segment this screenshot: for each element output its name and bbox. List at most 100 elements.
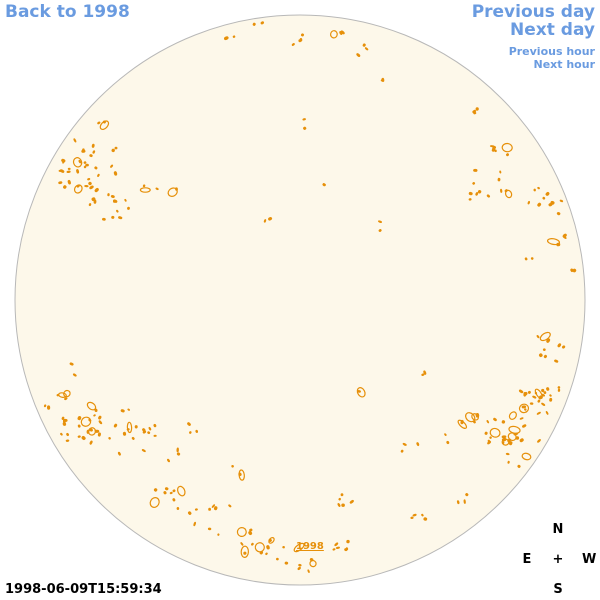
contour-mark <box>557 343 562 348</box>
contour-mark <box>66 170 71 174</box>
contour-mark <box>265 552 268 556</box>
contour-mark <box>240 542 244 546</box>
contour-mark <box>92 150 96 154</box>
contour-mark <box>268 538 272 542</box>
contour-mark <box>167 458 170 463</box>
contour-mark <box>94 408 98 412</box>
contour-mark <box>309 558 314 562</box>
contour-mark <box>91 197 96 202</box>
contour-mark <box>523 392 528 396</box>
contour-mark <box>211 504 216 508</box>
contour-mark <box>537 399 541 403</box>
contour-mark <box>538 353 543 357</box>
contour-mark <box>88 418 92 422</box>
contour-mark <box>519 438 524 443</box>
contour-mark <box>72 157 83 168</box>
contour-mark <box>249 528 253 532</box>
contour-mark <box>111 215 115 219</box>
next-hour-link[interactable]: Next hour <box>533 58 596 71</box>
contour-mark <box>83 161 87 164</box>
contour-mark <box>364 47 369 51</box>
contour-mark <box>508 411 517 420</box>
contour-mark <box>113 171 118 176</box>
contour-mark <box>60 432 63 436</box>
compass-center-mark: + <box>552 552 564 567</box>
contour-mark <box>537 202 542 207</box>
contour-mark <box>131 436 135 440</box>
contour-mark <box>139 187 151 193</box>
contour-mark <box>572 268 577 273</box>
contour-mark <box>542 348 546 352</box>
contour-mark <box>346 539 350 544</box>
contour-mark <box>554 359 559 363</box>
contour-mark <box>475 107 479 111</box>
contour-mark <box>169 491 173 495</box>
contour-mark <box>266 545 270 550</box>
contour-mark <box>175 187 178 191</box>
contour-mark <box>102 120 106 124</box>
contour-mark <box>309 559 317 568</box>
contour-mark <box>423 517 428 521</box>
contour-mark <box>87 178 91 181</box>
contour-mark <box>94 188 99 193</box>
contour-mark <box>504 189 508 193</box>
contour-mark <box>486 194 491 198</box>
contour-mark <box>356 53 361 57</box>
contour-mark <box>111 148 115 153</box>
contour-mark <box>232 35 236 38</box>
contour-mark <box>492 146 496 150</box>
contour-mark <box>307 569 310 574</box>
compass-south-label: S <box>553 582 563 597</box>
contour-mark <box>194 508 198 511</box>
contour-mark <box>64 397 68 401</box>
contour-mark <box>97 121 101 125</box>
contour-mark <box>110 164 114 168</box>
contour-mark <box>522 424 527 428</box>
contour-mark <box>114 146 118 150</box>
contour-mark <box>549 394 552 397</box>
contour-mark <box>208 507 212 511</box>
contour-mark <box>339 31 343 35</box>
contour-mark <box>557 386 561 389</box>
contour-mark <box>207 527 212 531</box>
contour-mark <box>63 418 68 422</box>
magnetic-contours <box>43 21 577 574</box>
contour-mark <box>251 542 254 546</box>
contour-mark <box>524 408 527 411</box>
contour-mark <box>117 451 121 456</box>
contour-mark <box>412 513 417 517</box>
previous-day-link[interactable]: Previous day <box>471 2 595 22</box>
contour-mark <box>457 419 468 429</box>
contour-mark <box>517 464 521 468</box>
contour-mark <box>570 268 574 273</box>
contour-mark <box>240 545 250 558</box>
contour-mark <box>282 545 285 549</box>
observation-timestamp: 1998-06-09T15:59:34 <box>5 582 162 597</box>
contour-mark <box>529 402 534 405</box>
contour-mark <box>59 169 65 173</box>
contour-mark <box>530 257 534 260</box>
contour-mark <box>46 405 51 410</box>
year-map-link[interactable]: 1998 <box>296 541 324 552</box>
contour-mark <box>484 431 488 435</box>
contour-mark <box>499 170 502 174</box>
contour-mark <box>489 427 501 438</box>
contour-mark <box>524 257 528 261</box>
back-to-year-link[interactable]: Back to 1998 <box>5 2 130 22</box>
contour-mark <box>543 354 547 359</box>
contour-mark <box>542 196 546 200</box>
contour-mark <box>421 373 425 376</box>
contour-mark <box>505 452 510 456</box>
compass-north-label: N <box>552 522 564 537</box>
next-day-link[interactable]: Next day <box>510 20 595 40</box>
previous-hour-link[interactable]: Previous hour <box>508 45 595 58</box>
contour-mark <box>276 557 279 561</box>
contour-mark <box>127 408 130 411</box>
contour-mark <box>380 78 384 82</box>
contour-mark <box>193 521 197 527</box>
contour-mark <box>76 169 80 174</box>
contour-mark <box>94 166 98 170</box>
contour-mark <box>446 440 450 445</box>
contour-mark <box>489 436 492 439</box>
contour-mark <box>89 440 93 445</box>
